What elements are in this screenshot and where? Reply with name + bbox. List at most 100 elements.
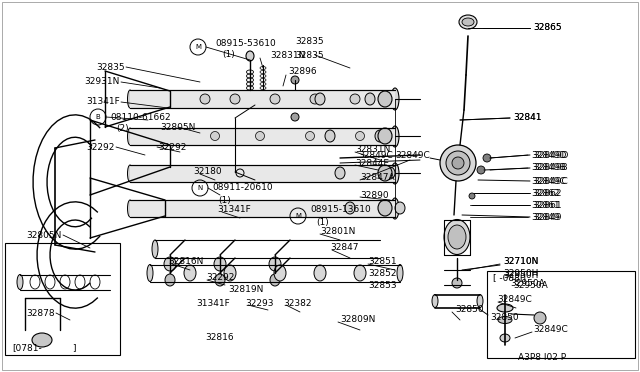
Ellipse shape: [246, 51, 254, 61]
Text: 32849C: 32849C: [497, 295, 532, 305]
Text: B: B: [95, 114, 100, 120]
Text: A3P8 I02 P: A3P8 I02 P: [518, 353, 566, 362]
Text: (1): (1): [316, 218, 329, 227]
Text: 32865: 32865: [533, 23, 562, 32]
Text: 32849D: 32849D: [531, 151, 566, 160]
Text: N: N: [197, 185, 203, 191]
Text: 32850: 32850: [490, 314, 518, 323]
Text: 32831N: 32831N: [270, 51, 305, 61]
Text: 31341F: 31341F: [196, 298, 230, 308]
Ellipse shape: [378, 165, 392, 181]
Text: 32950A: 32950A: [510, 279, 545, 288]
Circle shape: [446, 151, 470, 175]
Ellipse shape: [269, 257, 281, 271]
Text: 32801N: 32801N: [320, 228, 355, 237]
Circle shape: [230, 94, 240, 104]
Ellipse shape: [127, 200, 132, 217]
Ellipse shape: [147, 264, 153, 282]
Ellipse shape: [448, 225, 466, 249]
Circle shape: [291, 76, 299, 84]
Text: 32849B: 32849B: [531, 164, 566, 173]
Circle shape: [452, 278, 462, 288]
Text: 32862: 32862: [533, 189, 561, 198]
Ellipse shape: [164, 257, 176, 271]
Ellipse shape: [365, 93, 375, 105]
Ellipse shape: [432, 295, 438, 308]
Bar: [130, 200, 395, 217]
Text: 32809N: 32809N: [340, 315, 376, 324]
Ellipse shape: [184, 265, 196, 281]
Text: 32180: 32180: [193, 167, 221, 176]
Circle shape: [452, 157, 464, 169]
Text: (1): (1): [222, 51, 235, 60]
Text: 32831N: 32831N: [355, 145, 390, 154]
Ellipse shape: [391, 88, 399, 110]
Text: 32851: 32851: [368, 257, 397, 266]
Text: 32853: 32853: [368, 282, 397, 291]
Text: 32849C: 32849C: [531, 176, 566, 186]
Text: 32382: 32382: [283, 298, 312, 308]
Bar: [130, 128, 395, 145]
Text: 32847A: 32847A: [360, 173, 395, 183]
Ellipse shape: [397, 264, 403, 282]
Ellipse shape: [270, 274, 280, 286]
Text: 32819N: 32819N: [228, 285, 264, 295]
Text: 08911-20610: 08911-20610: [212, 183, 273, 192]
Ellipse shape: [127, 90, 132, 108]
Ellipse shape: [314, 265, 326, 281]
Text: 32950A: 32950A: [513, 280, 548, 289]
Text: 08915-13610: 08915-13610: [310, 205, 371, 215]
Circle shape: [211, 131, 220, 141]
Text: ]: ]: [72, 343, 76, 353]
Bar: [130, 165, 395, 182]
Ellipse shape: [165, 274, 175, 286]
Ellipse shape: [214, 257, 226, 271]
Text: 32850: 32850: [455, 305, 484, 314]
Circle shape: [477, 166, 485, 174]
Circle shape: [469, 193, 475, 199]
Ellipse shape: [459, 15, 477, 29]
Ellipse shape: [315, 93, 325, 105]
Text: 31341F: 31341F: [217, 205, 251, 215]
Ellipse shape: [444, 219, 470, 254]
Ellipse shape: [500, 334, 510, 342]
Text: 32849: 32849: [533, 212, 561, 221]
Text: M: M: [195, 44, 201, 50]
Ellipse shape: [127, 165, 132, 182]
Ellipse shape: [335, 167, 345, 179]
Text: 32835: 32835: [97, 62, 125, 71]
Text: 08915-53610: 08915-53610: [215, 38, 276, 48]
Circle shape: [291, 113, 299, 121]
Text: 32805N: 32805N: [27, 231, 62, 240]
Circle shape: [534, 312, 546, 324]
Text: 32931N: 32931N: [84, 77, 120, 87]
Circle shape: [483, 154, 491, 162]
Text: 32710N: 32710N: [503, 257, 538, 266]
Ellipse shape: [375, 130, 385, 142]
Text: 32844E: 32844E: [355, 158, 389, 167]
Ellipse shape: [215, 274, 225, 286]
Circle shape: [310, 94, 320, 104]
Text: 32292: 32292: [158, 142, 186, 151]
Text: 32950H: 32950H: [503, 270, 538, 279]
Text: 32816N: 32816N: [168, 257, 204, 266]
Text: 32292: 32292: [206, 273, 234, 282]
Circle shape: [440, 145, 476, 181]
Circle shape: [355, 131, 365, 141]
Text: 32849C: 32849C: [395, 151, 429, 160]
Text: 32861: 32861: [531, 201, 559, 209]
Text: 32835: 32835: [296, 38, 324, 46]
Circle shape: [350, 94, 360, 104]
Ellipse shape: [391, 126, 399, 147]
Text: 32849: 32849: [531, 212, 559, 221]
Circle shape: [305, 131, 314, 141]
Ellipse shape: [127, 128, 132, 145]
Text: 32878: 32878: [26, 308, 55, 317]
Text: 32849C: 32849C: [533, 326, 568, 334]
Text: M: M: [295, 213, 301, 219]
Text: 32896: 32896: [288, 67, 317, 77]
Text: 32841: 32841: [513, 113, 541, 122]
Ellipse shape: [32, 333, 52, 347]
Circle shape: [270, 94, 280, 104]
Ellipse shape: [391, 163, 399, 184]
